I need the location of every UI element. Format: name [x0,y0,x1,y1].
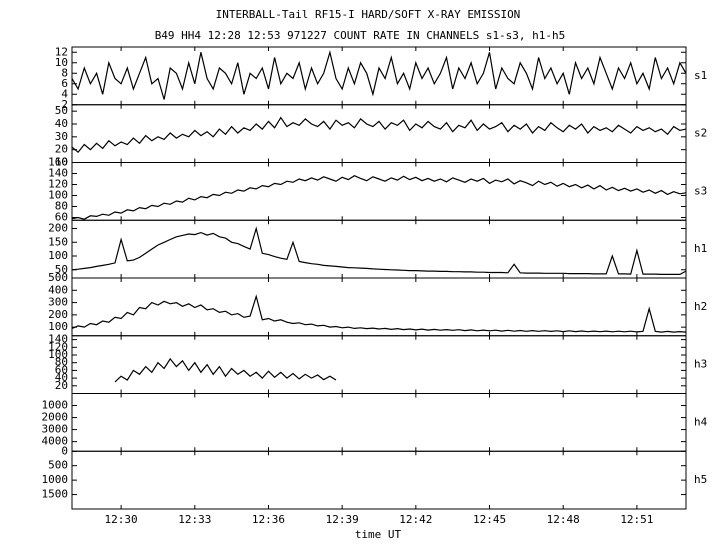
y-tick-label: 20 [55,379,68,392]
y-tick-label: 140 [48,333,68,346]
y-tick-label: 4 [61,87,68,100]
x-tick-label: 12:48 [547,513,580,526]
panel-frame [71,104,687,163]
y-tick-label: 200 [48,308,68,321]
y-tick-label: 140 [48,167,68,180]
y-tick-label: 12 [55,45,68,58]
data-line [114,357,337,383]
y-tick-label: 100 [48,189,68,202]
y-tick-label: 120 [48,340,68,353]
data-line [71,116,687,154]
x-tick-label: 12:51 [620,513,653,526]
panel-label: s3 [694,184,707,197]
y-tick-label: 3000 [42,423,69,436]
y-tick-label: 1000 [42,473,69,486]
y-tick-label: 1500 [42,488,69,501]
y-tick-label: 20 [55,143,68,156]
y-tick-label: 4000 [42,435,69,448]
y-tick-label: 100 [48,249,68,262]
panel-label: h1 [694,242,707,255]
y-tick-label: 80 [55,200,68,213]
panel-label: s2 [694,127,707,140]
y-tick-label: 10 [55,56,68,69]
panel-label: s1 [694,69,707,82]
y-tick-label: 50 [55,104,68,117]
panel-frame [71,277,687,337]
x-tick-label: 12:33 [178,513,211,526]
y-tick-label: 2000 [42,411,69,424]
y-tick-label: 1000 [42,399,69,412]
y-tick-label: 40 [55,371,68,384]
y-tick-label: 160 [48,156,68,169]
panel-frame [71,450,687,510]
data-line [71,175,687,220]
x-tick-label: 12:45 [473,513,506,526]
y-tick-label: 200 [48,222,68,235]
panel-label: h2 [694,300,707,313]
panel-label: h4 [694,415,708,428]
y-tick-label: 0 [61,444,68,457]
panel-label: h3 [694,358,707,371]
y-tick-label: 500 [48,271,68,284]
x-axis-label: time UT [355,528,402,541]
y-tick-label: 30 [55,130,68,143]
y-tick-label: 8 [61,66,68,79]
panel-frame [71,46,687,106]
y-tick-label: 50 [55,263,68,276]
x-tick-label: 12:36 [252,513,285,526]
chart-subtitle: B49 HH4 12:28 12:53 971227 COUNT RATE IN… [155,29,566,42]
y-tick-label: 400 [48,283,68,296]
data-line [71,294,687,333]
y-tick-label: 100 [48,320,68,333]
panel-frame [71,335,687,394]
panel-frame [71,162,687,221]
y-tick-label: 40 [55,117,68,130]
panel-frame [71,393,687,452]
y-tick-label: 6 [61,77,68,90]
chart-title: INTERBALL-Tail RF15-I HARD/SOFT X-RAY EM… [216,8,521,21]
y-tick-label: 500 [48,459,68,472]
y-tick-label: 2 [61,98,68,111]
data-line [71,49,687,100]
y-tick-label: 300 [48,296,68,309]
x-tick-label: 12:39 [326,513,359,526]
x-tick-label: 12:42 [399,513,432,526]
y-tick-label: 60 [55,363,68,376]
panel-label: h5 [694,473,707,486]
data-line [71,226,687,275]
y-tick-label: 100 [48,348,68,361]
y-tick-label: 80 [55,356,68,369]
y-tick-label: 10 [55,156,68,169]
y-tick-label: 60 [55,211,68,224]
y-tick-label: 150 [48,235,68,248]
x-tick-label: 12:30 [105,513,138,526]
y-tick-label: 120 [48,178,68,191]
